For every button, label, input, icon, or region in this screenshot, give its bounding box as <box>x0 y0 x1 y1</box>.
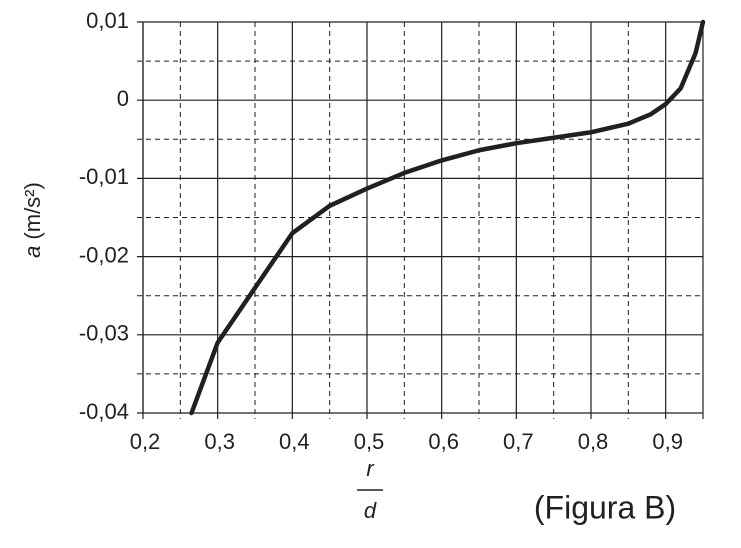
x-tick-label: 0,4 <box>279 429 310 454</box>
x-label-numerator: r <box>366 456 375 481</box>
x-tick-label: 0,9 <box>652 429 683 454</box>
x-tick-label: 0,3 <box>204 429 235 454</box>
curve <box>189 19 706 416</box>
y-label-unit: (m/s²) <box>20 182 45 239</box>
y-tick-label: -0,02 <box>79 242 129 267</box>
x-label-denominator: d <box>364 498 377 523</box>
y-tick-label: 0,01 <box>86 8 129 33</box>
y-tick-label: -0,04 <box>79 399 129 424</box>
y-tick-label: -0,03 <box>79 321 129 346</box>
x-tick-label: 0,8 <box>578 429 609 454</box>
x-tick-label: 0,7 <box>503 429 534 454</box>
y-tick-label: -0,01 <box>79 164 129 189</box>
annotation: (Figura B) <box>534 489 676 525</box>
y-tick-label: 0 <box>117 86 129 111</box>
x-tick-label: 0,2 <box>130 429 161 454</box>
x-tick-label: 0,5 <box>354 429 385 454</box>
y-axis-label: a (m/s²) <box>20 182 45 258</box>
y-label-symbol: a <box>20 246 45 258</box>
x-tick-label: 0,6 <box>428 429 459 454</box>
